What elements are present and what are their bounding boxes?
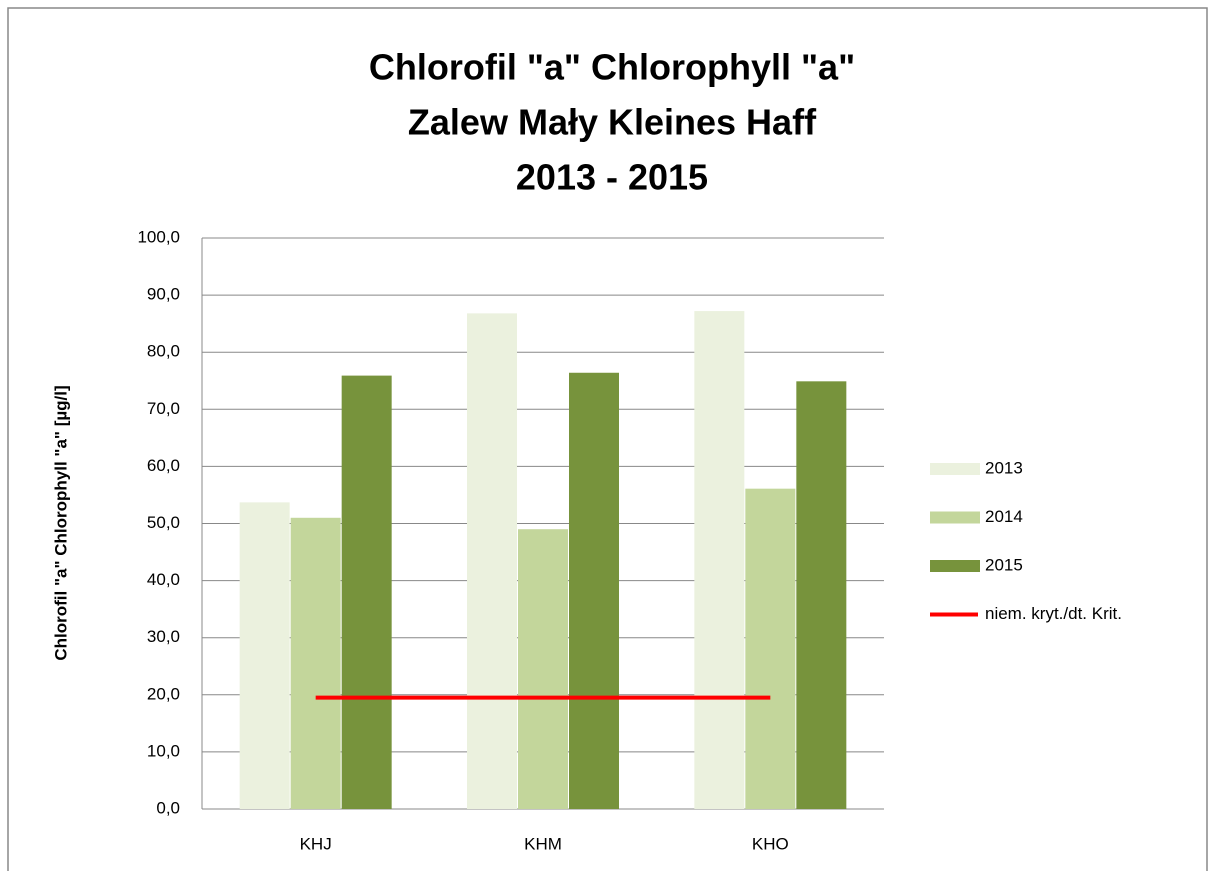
y-tick-label: 10,0 (147, 741, 180, 760)
legend-label: niem. kryt./dt. Krit. (985, 604, 1122, 623)
chart-title: Chlorofil "a" Chlorophyll "a" (369, 47, 855, 88)
x-tick-label: KHJ (300, 834, 332, 853)
legend-swatch (930, 511, 980, 524)
y-tick-label: 0,0 (156, 798, 180, 817)
y-tick-label: 30,0 (147, 627, 180, 646)
y-tick-label: 70,0 (147, 399, 180, 418)
y-tick-label: 90,0 (147, 285, 180, 304)
legend-swatch (930, 463, 980, 475)
bar (694, 311, 745, 809)
y-axis-label: Chlorofil "a" Chlorophyll "a" [µg/l] (51, 385, 70, 660)
bar (467, 313, 517, 809)
bar (518, 529, 568, 809)
y-tick-label: 80,0 (147, 342, 180, 361)
x-tick-label: KHO (752, 834, 789, 853)
legend-label: 2014 (985, 507, 1023, 526)
chart-title: Zalew Mały Kleines Haff (408, 102, 817, 143)
bar (239, 502, 290, 809)
y-tick-label: 60,0 (147, 456, 180, 475)
y-tick-label: 100,0 (137, 227, 180, 246)
x-tick-label: KHM (524, 834, 562, 853)
chart-title: 2013 - 2015 (516, 157, 708, 198)
legend-label: 2015 (985, 555, 1023, 574)
legend-swatch (930, 560, 980, 572)
bar (569, 372, 619, 809)
y-tick-label: 50,0 (147, 513, 180, 532)
y-tick-label: 20,0 (147, 684, 180, 703)
bar (290, 517, 341, 809)
y-tick-label: 40,0 (147, 570, 180, 589)
legend-label: 2013 (985, 458, 1023, 477)
bar (341, 375, 392, 809)
chart-border (7, 7, 1208, 871)
bar (796, 381, 847, 809)
bar (745, 488, 796, 809)
